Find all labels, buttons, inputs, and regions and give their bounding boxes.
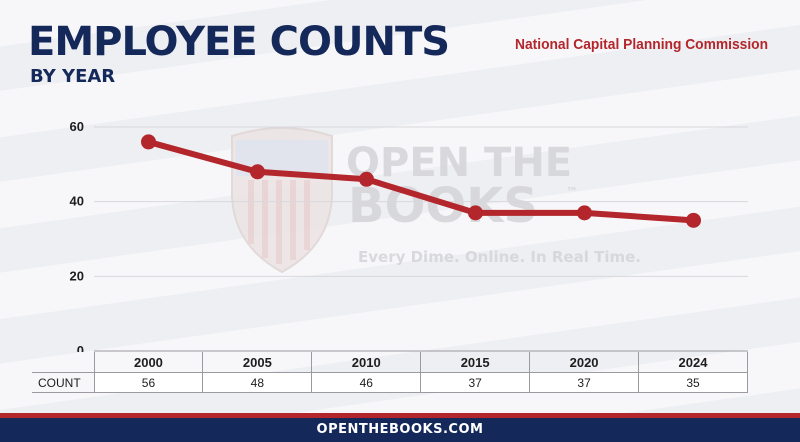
- table-value-2005: 48: [202, 372, 313, 393]
- watermark-trademark: ™: [566, 185, 578, 199]
- data-table: 2000 2005 2010 2015 2020 2024 COUNT 56 48 46 37 3…: [32, 352, 748, 393]
- series-count: [141, 134, 701, 228]
- table-value-2000: 56: [93, 372, 204, 393]
- footer-accent-bar: [0, 413, 800, 418]
- y-axis-ticks: 0 20 40 60: [70, 119, 84, 352]
- data-point-2010: [359, 171, 374, 187]
- watermark-line1: OPEN THE: [346, 140, 572, 186]
- table-value-2024: 35: [638, 372, 748, 393]
- line-chart: OPEN THE BOOKS ™ Every Dime. Online. In …: [70, 119, 748, 352]
- data-point-2015: [468, 205, 483, 221]
- chart-title: EMPLOYEE COUNTS: [28, 19, 450, 65]
- watermark-shield-stripes: [248, 180, 310, 264]
- table-value-2020: 37: [529, 372, 640, 393]
- table-header-2010: 2010: [311, 352, 422, 373]
- table-header-2005: 2005: [202, 352, 313, 373]
- watermark-tagline: Every Dime. Online. In Real Time.: [358, 248, 641, 266]
- y-tick-label-60: 60: [70, 119, 84, 134]
- data-point-2024: [686, 212, 701, 228]
- watermark-line2: BOOKS: [348, 178, 538, 234]
- y-tick-label-0: 0: [77, 343, 84, 352]
- y-tick-label-40: 40: [70, 194, 84, 209]
- table-value-2010: 46: [311, 372, 422, 393]
- gridlines: [94, 126, 748, 352]
- watermark: OPEN THE BOOKS ™ Every Dime. Online. In …: [231, 127, 641, 274]
- series-line: [145, 138, 697, 224]
- table-value-2015: 37: [420, 372, 531, 393]
- table-row-label: COUNT: [32, 372, 95, 393]
- table-count-row: COUNT 56 48 46 37 37 35: [32, 372, 748, 393]
- table-header-2020: 2020: [529, 352, 640, 373]
- table-corner: [32, 352, 94, 373]
- data-point-2000: [141, 134, 156, 150]
- table-header-row: 2000 2005 2010 2015 2020 2024: [32, 352, 748, 373]
- data-point-2005: [250, 164, 265, 180]
- table-header-2000: 2000: [93, 352, 204, 373]
- data-point-2020: [577, 205, 592, 221]
- y-tick-label-20: 20: [70, 268, 84, 283]
- table-header-2015: 2015: [420, 352, 531, 373]
- agency-name: National Capital Planning Commission: [514, 36, 768, 53]
- table-header-2024: 2024: [638, 352, 748, 373]
- footer-url: OPENTHEBOOKS.COM: [0, 418, 800, 442]
- chart-subtitle: BY YEAR: [30, 66, 116, 87]
